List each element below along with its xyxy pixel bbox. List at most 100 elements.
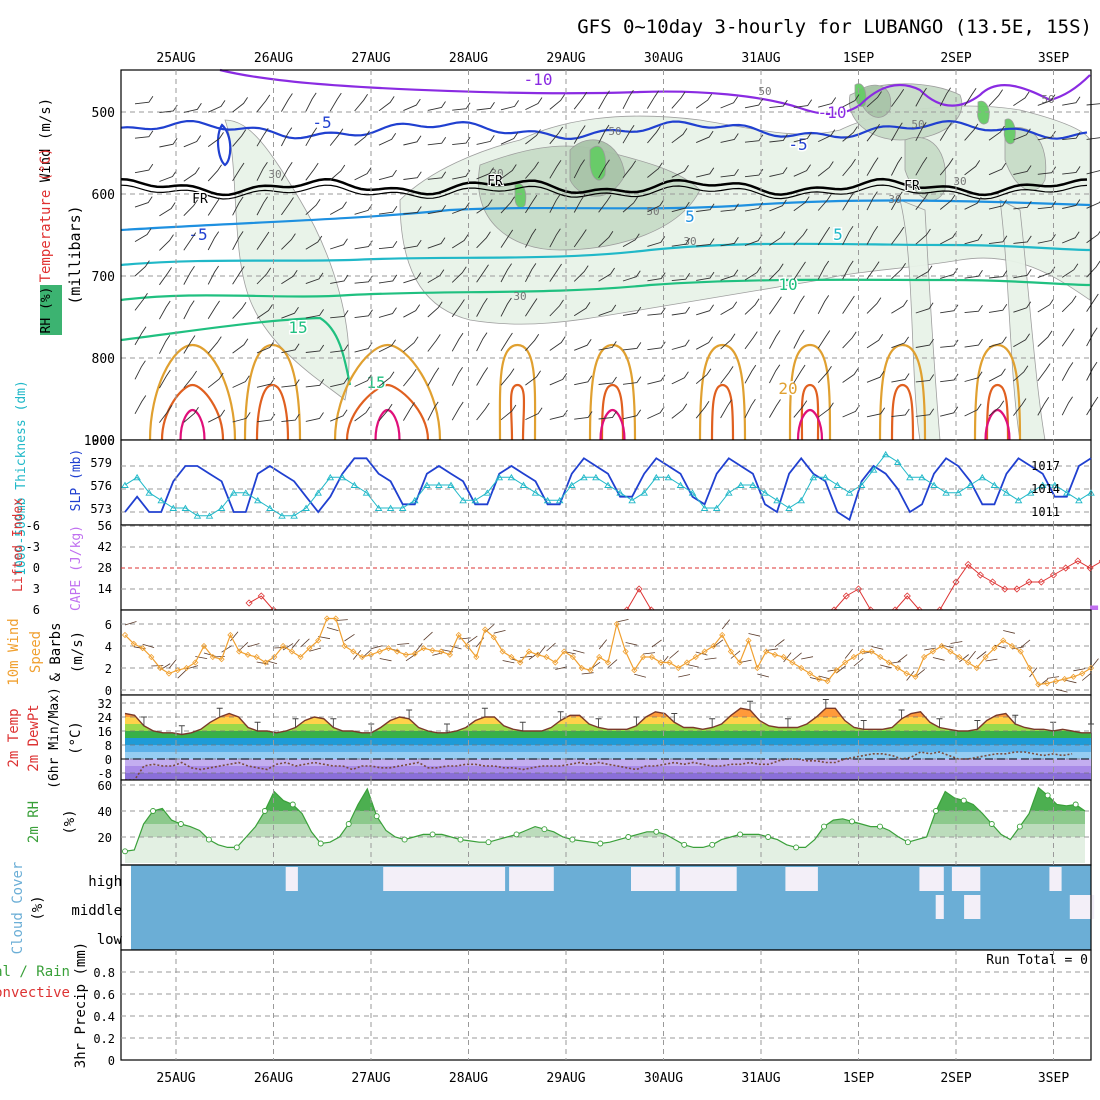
precip-tick-label: 0.4 [93, 1010, 115, 1024]
thickness-marker [374, 504, 383, 511]
wind10m-barb [783, 652, 792, 663]
rh2m-marker [401, 836, 408, 843]
wind-barb [183, 199, 198, 217]
thickness-marker [495, 473, 504, 481]
wind10m-barb [546, 642, 556, 652]
isotherm-label: 5 [685, 207, 695, 226]
wind-barb [378, 133, 397, 146]
wind-barb [354, 342, 373, 353]
thickness-marker [604, 481, 612, 488]
wind10m-marker [973, 664, 980, 672]
wind-barb [452, 136, 471, 146]
wind-barb [451, 234, 469, 249]
wind-barb [598, 267, 615, 282]
wind-barb [427, 101, 446, 111]
wind10m-barb [291, 638, 300, 649]
wind-barb [330, 274, 349, 284]
lifted-index-marker [989, 578, 997, 586]
wind-barb [940, 339, 959, 348]
wind10m-marker [710, 642, 717, 650]
wind10m-frame [120, 609, 1092, 696]
wind-barb [866, 261, 880, 280]
thickness-marker [749, 481, 757, 488]
wind-barb [476, 199, 493, 214]
wind-barb [817, 260, 830, 280]
wind-barb [378, 403, 393, 422]
thickness-marker [881, 450, 890, 458]
thickness-marker [338, 473, 347, 481]
thickness-marker [386, 504, 395, 511]
wind-barb [354, 204, 373, 215]
wind-barb [866, 91, 882, 108]
thickness-marker [809, 473, 818, 481]
wind-barb [305, 127, 318, 147]
wind-barb [720, 133, 739, 143]
wind-barb [256, 196, 268, 216]
wind-barb [159, 405, 173, 423]
wind-barb [232, 375, 250, 388]
rh-label: 50 [911, 118, 924, 131]
minmax-bar [860, 720, 867, 730]
temp-band [125, 731, 1091, 738]
cloud-high-clear [785, 867, 818, 891]
rh2m-line [124, 786, 1086, 852]
wind-barb [403, 135, 422, 146]
wind-barb [1013, 128, 1031, 141]
wind-barb [793, 99, 813, 108]
wind10m-marker [236, 648, 243, 655]
wind-barb [1037, 363, 1051, 382]
wind-barb [354, 94, 368, 112]
wind-barb [769, 399, 781, 418]
thickness-marker [423, 481, 431, 488]
wind-barb [1013, 398, 1027, 416]
wind-barb [476, 367, 489, 386]
wind10m-marker [464, 642, 471, 650]
wind-barb [647, 272, 666, 282]
isotherm-20 [698, 343, 747, 441]
wind-barb [720, 237, 739, 247]
wind-barb [427, 334, 441, 352]
wind-barb [891, 299, 908, 314]
wind10m-marker [885, 659, 893, 666]
wind10m-marker [947, 648, 954, 655]
wind-barb [940, 406, 959, 417]
cloud-middle-clear [935, 895, 944, 919]
isotherm-label: 15 [366, 373, 385, 392]
wind-barb [769, 134, 788, 143]
cloud-high-clear [285, 867, 298, 891]
wind-barb [232, 338, 249, 354]
wind-barb [769, 199, 787, 212]
wind10m-barb [686, 664, 699, 668]
wind10m-marker [683, 659, 691, 666]
wind-barb [817, 330, 831, 349]
wind-barb [476, 135, 495, 145]
temp2m-tick-label: 24 [98, 711, 112, 725]
wind-barb [793, 329, 805, 349]
isotherm-label: -10 [524, 70, 553, 89]
temp2m-tick-label: -8 [98, 767, 112, 781]
lifted-index-marker [635, 585, 643, 593]
wind-barb [891, 191, 903, 211]
wind-barb [939, 87, 951, 107]
wind-barb [720, 269, 739, 281]
wind10m-barb [221, 645, 232, 653]
wind10m-barb [238, 642, 249, 651]
wind10m-marker [1017, 648, 1024, 655]
wind-barb [647, 307, 666, 316]
lifted-index-marker [952, 578, 960, 586]
wind-barb [525, 407, 543, 421]
date-label-top: 27AUG [351, 51, 390, 66]
wind-barb [598, 124, 610, 144]
temp2m-ylabel-c: (6hr Min/Max) [47, 687, 62, 789]
thickness-marker [942, 489, 950, 496]
thickness-marker [628, 496, 636, 504]
wind-barb [330, 409, 348, 422]
wind-barb [525, 334, 540, 351]
wind10m-barb [713, 639, 724, 648]
wind-barb [915, 374, 935, 383]
wind10m-barb [932, 657, 945, 661]
wind-barb [525, 263, 537, 283]
wind10m-marker [332, 615, 339, 622]
wind-barb [183, 300, 195, 320]
isotherm-30 [374, 408, 401, 441]
